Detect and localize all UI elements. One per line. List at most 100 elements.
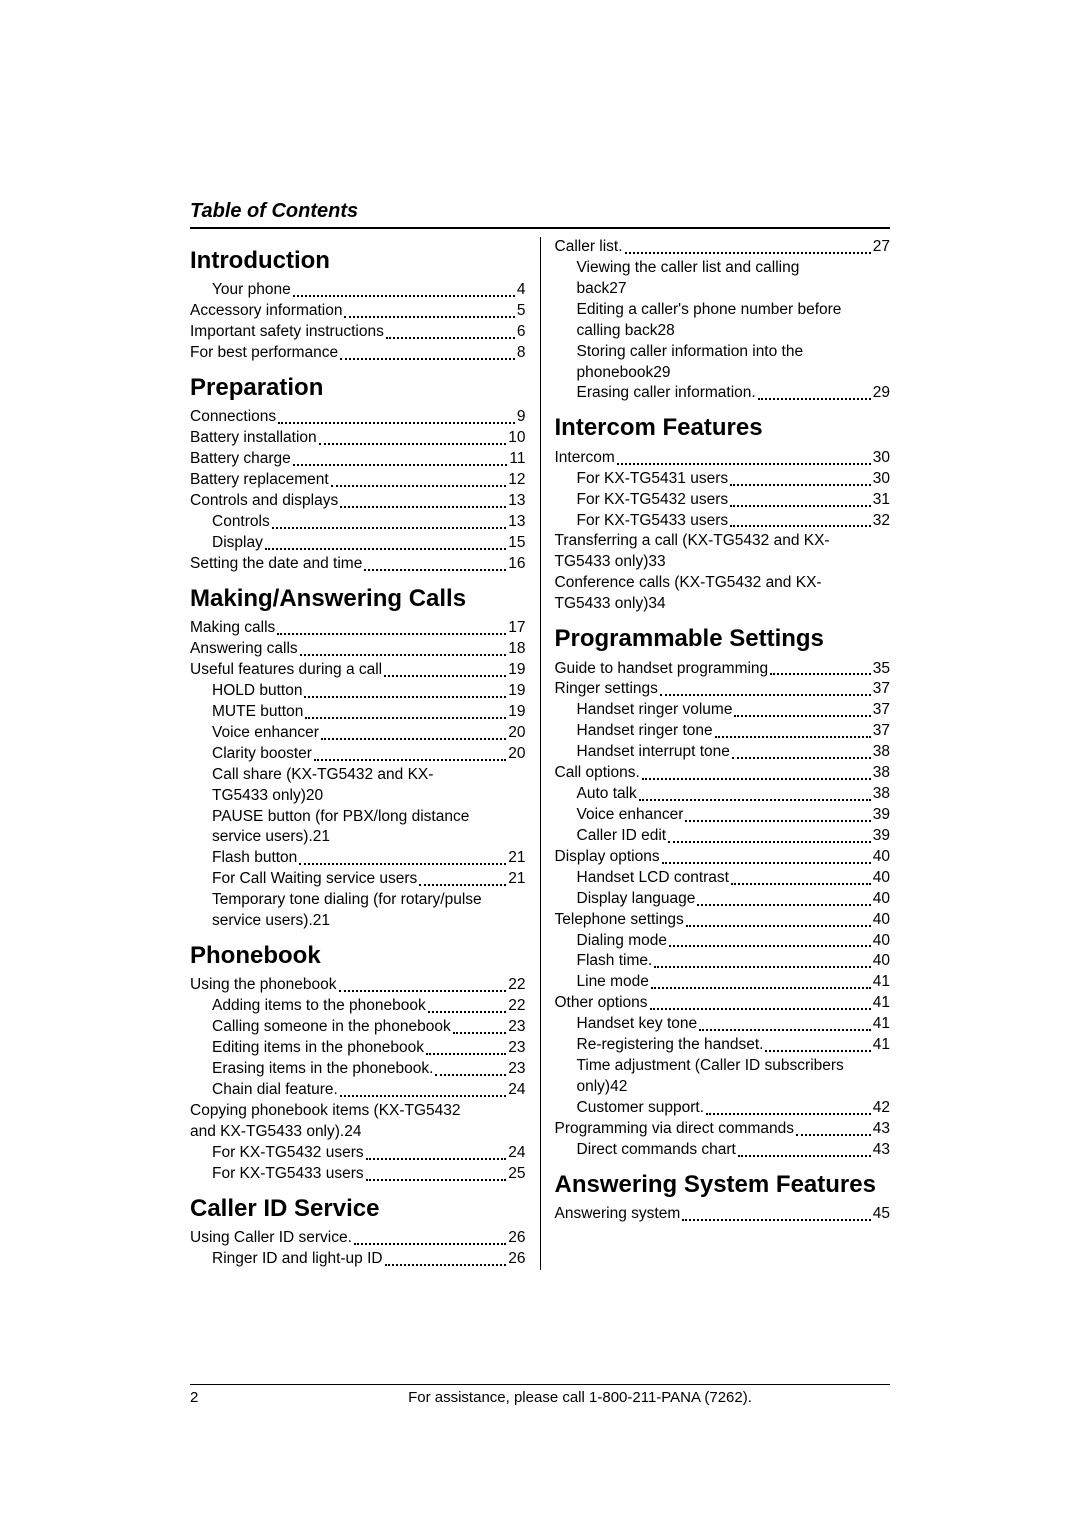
toc-leader-dots xyxy=(669,945,871,947)
toc-entry-page: 20 xyxy=(508,744,525,765)
toc-entry-label: Auto talk xyxy=(577,784,637,805)
toc-entry-label: Display options xyxy=(555,847,660,868)
toc-leader-dots xyxy=(344,316,514,318)
toc-entry: Storing caller information into thephone… xyxy=(555,342,891,384)
toc-leader-dots xyxy=(304,696,506,698)
toc-entry-label: Transferring a call (KX-TG5432 and KX- xyxy=(555,531,891,552)
toc-entry: Battery charge11 xyxy=(190,449,526,470)
toc-entry-label: calling back xyxy=(577,321,658,342)
toc-entry-label: Direct commands chart xyxy=(577,1140,736,1161)
toc-entry-page: 41 xyxy=(873,1035,890,1056)
toc-entry-page: 22 xyxy=(508,975,525,996)
toc-entry-page: 40 xyxy=(873,910,890,931)
toc-entry-page: 21 xyxy=(313,827,330,848)
toc-leader-dots xyxy=(435,1074,506,1076)
toc-entry: Copying phonebook items (KX-TG5432and KX… xyxy=(190,1101,526,1143)
toc-entry: Answering system45 xyxy=(555,1204,891,1225)
toc-entry-page: 12 xyxy=(508,470,525,491)
toc-entry-page: 23 xyxy=(508,1017,525,1038)
toc-entry: Voice enhancer20 xyxy=(190,723,526,744)
toc-entry-page: 24 xyxy=(508,1080,525,1101)
toc-leader-dots xyxy=(453,1032,507,1034)
toc-entry: Making calls17 xyxy=(190,618,526,639)
toc-leader-dots xyxy=(340,506,506,508)
toc-entry: Customer support.42 xyxy=(555,1098,891,1119)
toc-entry-label: TG5433 only) xyxy=(555,552,649,573)
toc-leader-dots xyxy=(340,1095,506,1097)
toc-entry: Accessory information5 xyxy=(190,301,526,322)
toc-entry: Caller list.27 xyxy=(555,237,891,258)
toc-leader-dots xyxy=(699,1029,871,1031)
toc-columns: Introduction Your phone4Accessory informa… xyxy=(190,237,890,1270)
toc-leader-dots xyxy=(299,863,506,865)
toc-entry-label: Dialing mode xyxy=(577,931,667,952)
toc-leader-dots xyxy=(738,1155,871,1157)
toc-entry-label: Telephone settings xyxy=(555,910,684,931)
toc-leader-dots xyxy=(686,925,871,927)
toc-entry-label: Other options xyxy=(555,993,648,1014)
toc-entry: Display language 40 xyxy=(555,889,891,910)
toc-entry-label: For KX-TG5432 users xyxy=(577,490,729,511)
toc-entry-label: Editing a caller's phone number before xyxy=(577,300,891,321)
toc-leader-dots xyxy=(265,548,506,550)
toc-entry-page: 23 xyxy=(508,1038,525,1059)
toc-entry-page: 37 xyxy=(873,700,890,721)
toc-entry-label: TG5433 only) xyxy=(555,594,649,615)
toc-entry-page: 35 xyxy=(873,659,890,680)
toc-entry: Adding items to the phonebook22 xyxy=(190,996,526,1017)
toc-entry: Editing a caller's phone number beforeca… xyxy=(555,300,891,342)
toc-leader-dots xyxy=(734,715,870,717)
toc-entry-label: For best performance xyxy=(190,343,338,364)
toc-entry-page: 18 xyxy=(508,639,525,660)
toc-section-heading: Phonebook xyxy=(190,940,526,972)
toc-entry-label: and KX-TG5433 only). xyxy=(190,1122,344,1143)
toc-entry-page: 39 xyxy=(873,805,890,826)
toc-entry: Call options.38 xyxy=(555,763,891,784)
toc-entry-label: For KX-TG5433 users xyxy=(212,1164,364,1185)
page-footer: 2 For assistance, please call 1-800-211-… xyxy=(190,1384,890,1406)
toc-entry-page: 38 xyxy=(873,763,890,784)
toc-entry: Dialing mode40 xyxy=(555,931,891,952)
toc-entry: Your phone4 xyxy=(190,280,526,301)
toc-entry-page: 23 xyxy=(508,1059,525,1080)
toc-entry-page: 40 xyxy=(873,868,890,889)
toc-leader-dots xyxy=(419,884,506,886)
toc-entry-label: For KX-TG5431 users xyxy=(577,469,729,490)
toc-entry-label: Ringer settings xyxy=(555,679,658,700)
toc-leader-dots xyxy=(293,295,515,297)
toc-leader-dots xyxy=(366,1179,507,1181)
toc-entry-label: Controls xyxy=(212,512,270,533)
toc-entry-label: Erasing caller information. xyxy=(577,383,756,404)
toc-leader-dots xyxy=(758,398,871,400)
toc-entry: MUTE button19 xyxy=(190,702,526,723)
toc-entry: Transferring a call (KX-TG5432 and KX-TG… xyxy=(555,531,891,573)
toc-entry-label: Answering calls xyxy=(190,639,298,660)
toc-entry-label: Editing items in the phonebook xyxy=(212,1038,424,1059)
toc-entry-page: 40 xyxy=(873,889,890,910)
toc-leader-dots xyxy=(319,443,507,445)
toc-entry-label: Intercom xyxy=(555,448,615,469)
toc-entry-page: 16 xyxy=(508,554,525,575)
toc-entry-page: 15 xyxy=(508,533,525,554)
toc-entry-label: Important safety instructions xyxy=(190,322,384,343)
toc-entry-label: For KX-TG5433 users xyxy=(577,511,729,532)
toc-entry: Guide to handset programming35 xyxy=(555,659,891,680)
toc-entry-page: 8 xyxy=(517,343,526,364)
toc-leader-dots xyxy=(366,1158,507,1160)
toc-entry-page: 45 xyxy=(873,1204,890,1225)
toc-entry-page: 19 xyxy=(508,660,525,681)
toc-entry-label: Display language xyxy=(577,889,696,910)
toc-entry-label: phonebook xyxy=(577,363,654,384)
toc-leader-dots xyxy=(796,1134,871,1136)
toc-leader-dots xyxy=(730,505,871,507)
toc-leader-dots xyxy=(654,966,870,968)
toc-entry-label: Handset LCD contrast xyxy=(577,868,730,889)
toc-entry-label: Display xyxy=(212,533,263,554)
toc-leader-dots xyxy=(300,654,507,656)
toc-section-heading: Introduction xyxy=(190,245,526,277)
toc-entry: For Call Waiting service users21 xyxy=(190,869,526,890)
toc-leader-dots xyxy=(668,841,871,843)
toc-entry-page: 4 xyxy=(517,280,526,301)
toc-entry-label: Battery installation xyxy=(190,428,317,449)
toc-entry-page: 30 xyxy=(873,448,890,469)
